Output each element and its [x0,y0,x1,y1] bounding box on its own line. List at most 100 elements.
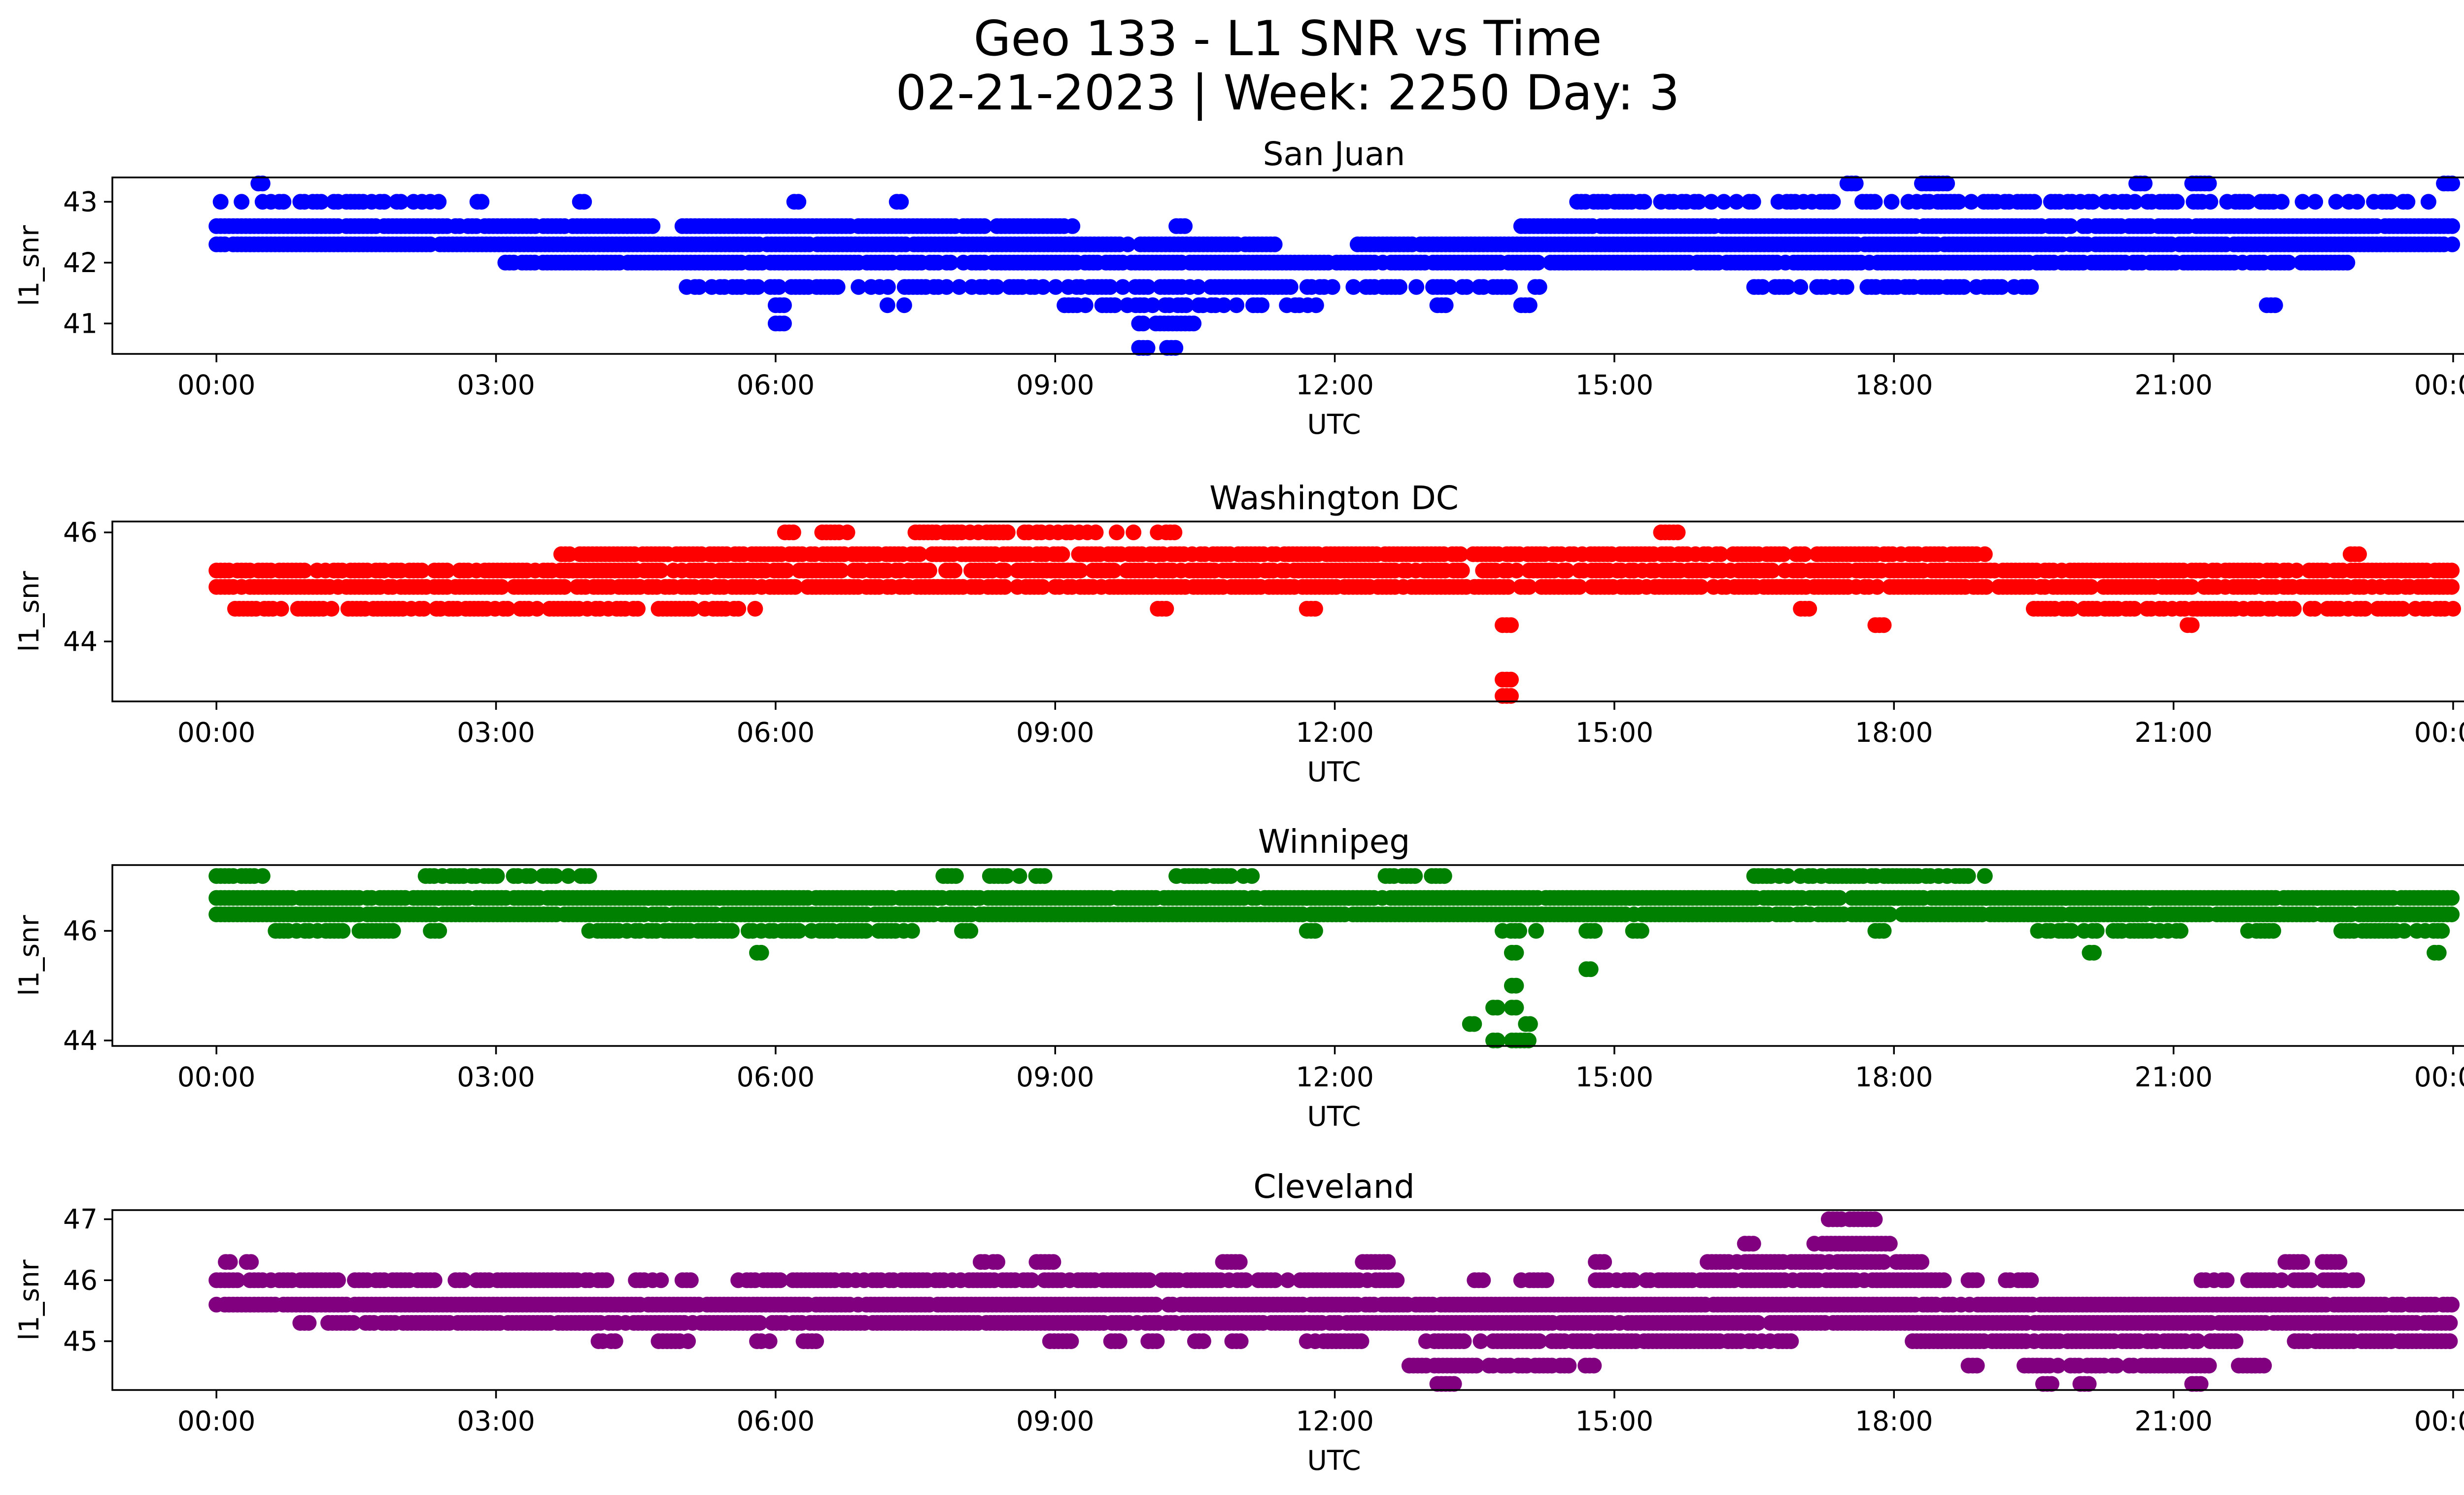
data-point [785,524,801,541]
data-point [645,218,661,234]
data-point [431,923,447,939]
data-point [1308,297,1324,313]
data-point [947,562,962,579]
data-point [2026,194,2042,210]
data-point [1503,671,1519,688]
data-point [1636,194,1652,210]
data-point [1178,297,1194,313]
data-point [212,194,229,210]
data-point [753,944,769,961]
data-point [1459,279,1475,295]
x-tick-label: 00:00 [2414,717,2464,748]
data-point [273,601,289,617]
data-point [1780,279,1796,295]
data-point [1951,194,1967,210]
y-tick-label: 44 [63,1025,98,1056]
data-point [1408,279,1425,295]
data-point [1072,562,1089,579]
y-tick-label: 46 [63,915,98,946]
data-point [243,1254,259,1270]
data-point [598,1272,615,1288]
data-point [1144,297,1161,313]
data-point [1035,279,1051,295]
data-point [2184,617,2200,633]
data-point [1522,1016,1538,1032]
data-point [1475,1272,1491,1288]
data-point [1521,579,1537,595]
data-point [2383,194,2399,210]
panel-cleveland: 00:00 03:00 06:00 09:00 12:00 15:00 18:00 21:00… [13,1168,2464,1476]
x-axis-label: UTC [1307,756,1361,788]
data-point [2331,1254,2348,1270]
data-point [1106,562,1122,579]
data-point [1437,297,1454,313]
data-point [1596,1254,1612,1270]
x-tick-label: 09:00 [1016,717,1095,748]
data-point [1825,194,1841,210]
panel-winnipeg: 00:00 03:00 06:00 09:00 12:00 15:00 18:00 21:00… [13,823,2464,1132]
data-point [1266,236,1283,252]
data-point [962,923,979,939]
data-point [1764,562,1780,579]
data-point [2169,194,2185,210]
data-point [1716,194,1732,210]
data-point [1466,1016,1482,1032]
data-point [989,279,1005,295]
data-point [1531,279,1547,295]
x-tick-label: 15:00 [1575,1061,1654,1093]
data-point [1691,194,1707,210]
data-point [416,601,432,617]
data-point [1186,315,1202,332]
data-point [1963,194,1980,210]
data-point [522,868,539,884]
data-point [1780,868,1796,884]
data-point [275,194,292,210]
data-point [1869,579,1885,595]
data-point [1324,279,1340,295]
panel-title: San Juan [1263,135,1405,173]
data-point [1867,194,1883,210]
x-tick-label: 21:00 [2134,369,2213,401]
data-point [1389,1272,1405,1288]
data-point [1489,1000,1506,1016]
x-tick-label: 06:00 [737,1061,815,1093]
data-point [893,194,909,210]
data-point [1442,279,1458,295]
data-point [1177,218,1193,234]
data-point [1135,315,1151,332]
x-tick-label: 21:00 [2134,717,2213,748]
data-point [2240,194,2256,210]
data-point [2444,218,2461,234]
data-point [222,1254,238,1270]
data-point [2444,906,2460,923]
data-point [2201,175,2217,192]
data-point [1380,1254,1396,1270]
data-point [581,868,597,884]
chart-panels: 00:00 03:00 06:00 09:00 12:00 15:00 18:00 21:00… [13,135,2464,1476]
data-point [1508,977,1524,994]
data-point [313,194,329,210]
x-tick-label: 12:00 [1296,1061,1374,1093]
data-point [1088,524,1104,541]
data-point [330,1272,346,1288]
data-point [1500,579,1516,595]
data-point [998,868,1015,884]
data-point [938,279,955,295]
data-point [943,254,959,271]
data-point [1120,236,1136,252]
data-point [691,279,707,295]
data-point [879,297,895,313]
data-point [1538,1272,1554,1288]
data-point [1876,617,1892,633]
figure-title-line1: Geo 133 - L1 SNR vs Time [974,11,1602,67]
panel-san-juan: 00:00 03:00 06:00 09:00 12:00 15:00 18:00 21:00… [13,135,2464,440]
data-point [2444,579,2460,595]
data-point [2294,1254,2310,1270]
data-point [1345,279,1362,295]
data-point [2444,562,2460,579]
data-point [439,562,455,579]
data-point [2281,254,2297,271]
data-point [851,279,867,295]
data-point [1126,524,1142,541]
data-point [2307,194,2324,210]
